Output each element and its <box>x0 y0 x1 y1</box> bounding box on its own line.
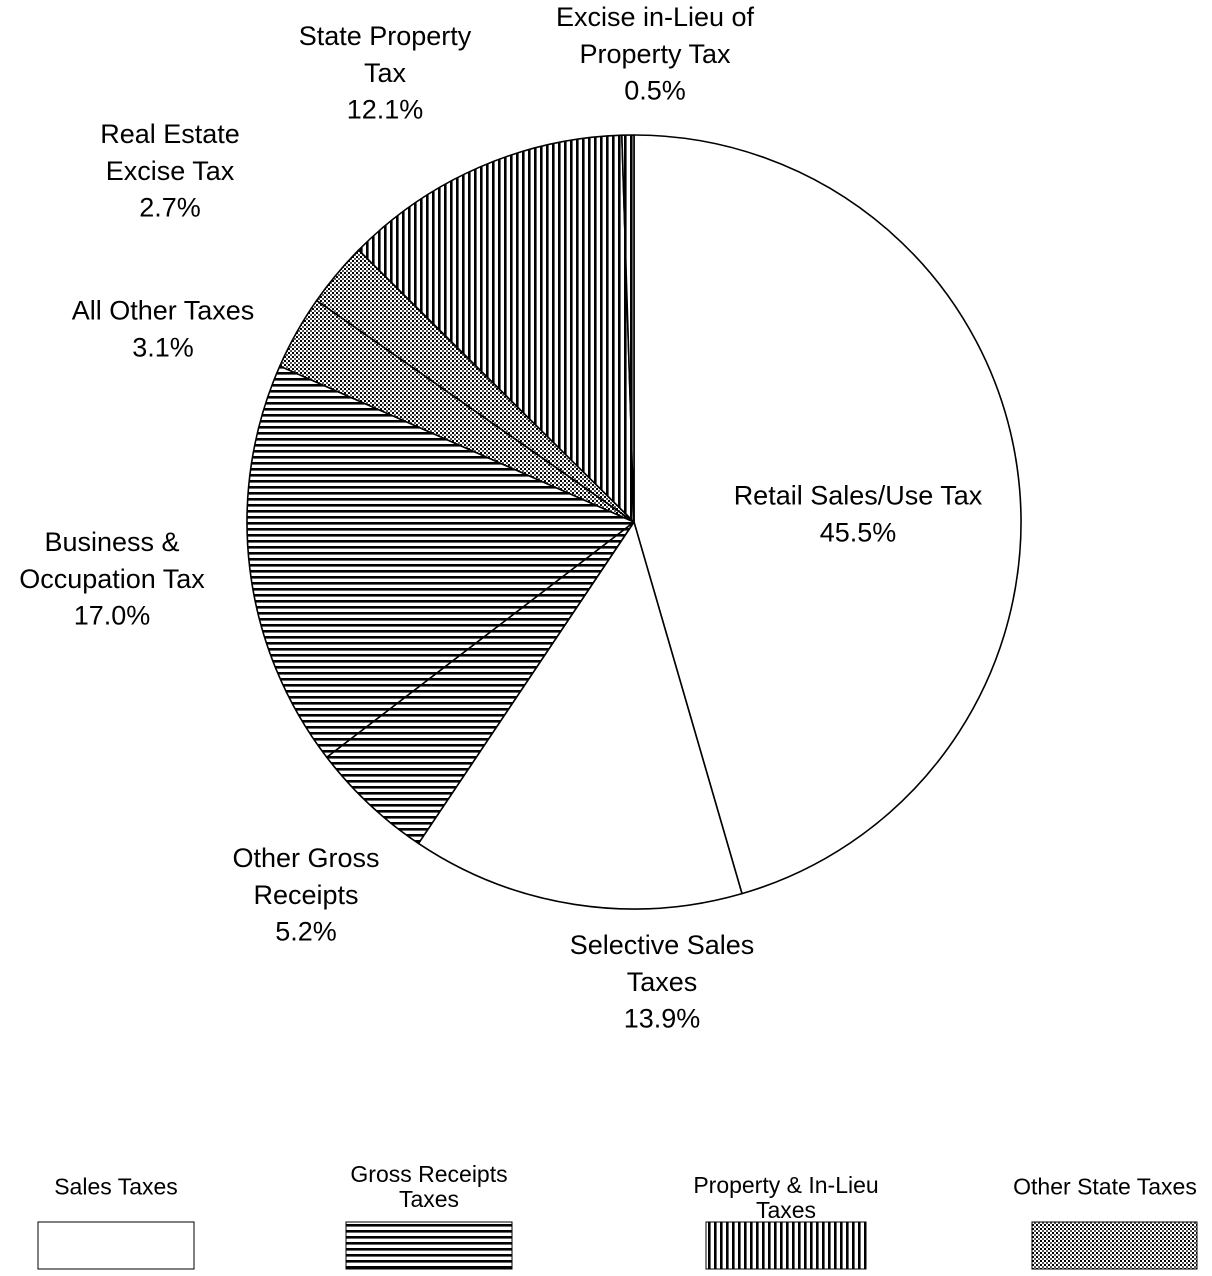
slice-value-label: 3.1% <box>132 332 194 362</box>
legend-swatch <box>1031 1221 1198 1270</box>
slice-value-label: 13.9% <box>623 1003 701 1034</box>
legend-label: Sales Taxes <box>54 1173 178 1200</box>
legend-swatch <box>705 1221 867 1270</box>
slice-value-label: 12.1% <box>346 94 424 125</box>
slice-label: All Other Taxes <box>71 295 255 326</box>
legend-label: Property & In-Lieu Taxes <box>693 1172 879 1223</box>
slice-value-label: 0.5% <box>624 75 686 106</box>
pie-slice <box>417 521 743 910</box>
slice-label: Selective Sales Taxes <box>569 930 755 997</box>
slice-label: Real Estate Excise Tax <box>100 119 240 186</box>
slice-label: Other Gross Receipts <box>232 843 380 910</box>
legend-swatch <box>345 1221 513 1270</box>
slice-value-label: 2.7% <box>139 192 201 223</box>
slice-value-label: 45.5% <box>819 517 897 547</box>
pie-slice <box>633 134 1022 895</box>
pie-slice <box>621 134 635 523</box>
slice-label: Retail Sales/Use Tax <box>733 480 983 511</box>
pie-slice <box>357 134 635 523</box>
legend-label: Gross Receipts Taxes <box>350 1161 508 1212</box>
slice-label: Business & Occupation Tax <box>19 527 205 594</box>
slice-value-label: 5.2% <box>275 916 337 947</box>
slice-label: Excise in-Lieu of Property Tax <box>555 2 755 69</box>
pie-slice <box>246 365 635 759</box>
slice-label: State Property Tax <box>298 21 472 88</box>
legend-label: Other State Taxes <box>1013 1173 1197 1200</box>
legend-swatch <box>37 1221 195 1270</box>
slice-value-label: 17.0% <box>73 600 151 631</box>
